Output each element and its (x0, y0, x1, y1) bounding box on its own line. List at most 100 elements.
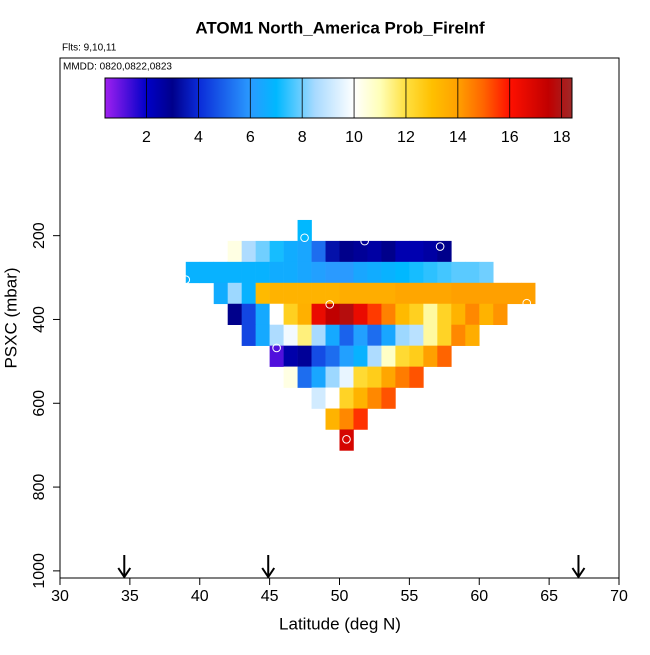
heatmap-cell (437, 240, 452, 263)
colorbar-tick-label: 6 (246, 129, 255, 146)
heatmap-cell (339, 261, 354, 284)
heatmap-cell (283, 324, 298, 346)
marker (522, 298, 532, 308)
heatmap-cell (311, 345, 326, 367)
x-tick-label: 70 (610, 588, 628, 605)
heatmap-cell (339, 366, 354, 388)
marker (325, 300, 335, 309)
y-axis-label: PSXC (mbar) (1, 267, 20, 368)
heatmap-cell (297, 219, 312, 242)
heatmap-cell (269, 282, 284, 305)
heatmap-cell (367, 324, 382, 346)
heatmap-cell (283, 282, 298, 305)
heatmap-cell (353, 387, 368, 409)
heatmap-cell (395, 324, 410, 346)
heatmap-cell (353, 366, 368, 388)
heatmap-cell (367, 282, 382, 305)
heatmap-cell (255, 240, 270, 263)
arrow-head (117, 567, 132, 579)
heatmap-cell (339, 345, 354, 367)
x-tick-label: 45 (261, 588, 279, 605)
arrow (571, 555, 586, 579)
heatmap-cell (241, 303, 256, 326)
colorbar-tick-label: 14 (449, 129, 467, 146)
heatmap-cell (241, 324, 256, 346)
heatmap-cell (381, 345, 396, 367)
heatmap-cell (353, 408, 368, 430)
heatmap-cell (269, 240, 284, 263)
marker (342, 435, 351, 444)
colorbar-tick-label: 10 (345, 129, 363, 146)
x-tick-label: 60 (470, 588, 488, 605)
heatmap-cell (297, 282, 312, 305)
heatmap-cell (353, 261, 368, 284)
heatmap-cell (381, 366, 396, 388)
heatmap-cell (227, 303, 242, 326)
heatmap-cell (241, 261, 256, 284)
colorbar-tick-label: 12 (397, 129, 415, 146)
heatmap-cell (311, 324, 326, 346)
marker (300, 233, 309, 243)
colorbar-tick-label: 16 (501, 129, 519, 146)
heatmap-cell (353, 303, 368, 326)
heatmap-cell (227, 261, 242, 284)
heatmap-cell (311, 282, 326, 305)
heatmap-cell (465, 324, 480, 346)
heatmap-cell (409, 366, 424, 388)
heatmap-cell (227, 240, 242, 263)
heatmap-cell (283, 366, 298, 388)
heatmap-cell (199, 261, 215, 284)
heatmap-cell (353, 324, 368, 346)
heatmap-cell (241, 282, 256, 305)
heatmap-cell (297, 303, 312, 326)
heatmap-cell (493, 303, 508, 326)
heatmap-cell (451, 282, 466, 305)
heatmap-cell (367, 387, 382, 409)
heatmap-cell (297, 324, 312, 346)
heatmap-cell (339, 303, 354, 326)
heatmap-cell (339, 324, 354, 346)
heatmap-cell (479, 282, 494, 305)
heatmap-cell (297, 366, 312, 388)
heatmap-cell (381, 240, 396, 263)
heatmap-cell (255, 282, 270, 305)
x-tick-label: 65 (540, 588, 558, 605)
x-tick-label: 35 (121, 588, 139, 605)
marker (360, 236, 369, 246)
heatmap-cell (283, 345, 298, 367)
colorbar-tick-label: 8 (298, 129, 307, 146)
arrow (117, 555, 132, 579)
heatmap-cell (409, 303, 424, 326)
heatmap-cell (507, 282, 522, 305)
heatmap-cell (409, 324, 424, 346)
heatmap-cell (255, 324, 270, 346)
heatmap-cell (311, 261, 326, 284)
heatmap-cell (339, 240, 354, 263)
heatmap-cell (255, 261, 270, 284)
heatmap-cell (283, 240, 298, 263)
y-tick-label: 600 (31, 390, 48, 417)
heatmap-cell (409, 282, 424, 305)
heatmap-cell (395, 240, 410, 263)
marker (435, 242, 445, 251)
chart-title: ATOM1 North_America Prob_FireInf (195, 18, 485, 37)
heatmap-cell (325, 240, 340, 263)
heatmap-cell (367, 345, 382, 367)
heatmap-cell (283, 303, 298, 326)
heatmap-cell (241, 240, 256, 263)
colorbar (104, 77, 573, 119)
heatmap-cell (521, 282, 536, 305)
arrow-head (261, 567, 276, 579)
heatmap-cell (353, 240, 368, 263)
heatmap-cell (213, 282, 228, 305)
colorbar-tick-label: 2 (142, 129, 151, 146)
heatmap-cell (339, 282, 354, 305)
heatmap-cell (339, 408, 354, 430)
heatmap-cell (437, 282, 452, 305)
colorbar-tick-label: 4 (194, 129, 203, 146)
heatmap-cell (367, 366, 382, 388)
heatmap-cell (437, 324, 452, 346)
heatmap-cell (269, 303, 284, 326)
heatmap-cell (185, 261, 201, 284)
